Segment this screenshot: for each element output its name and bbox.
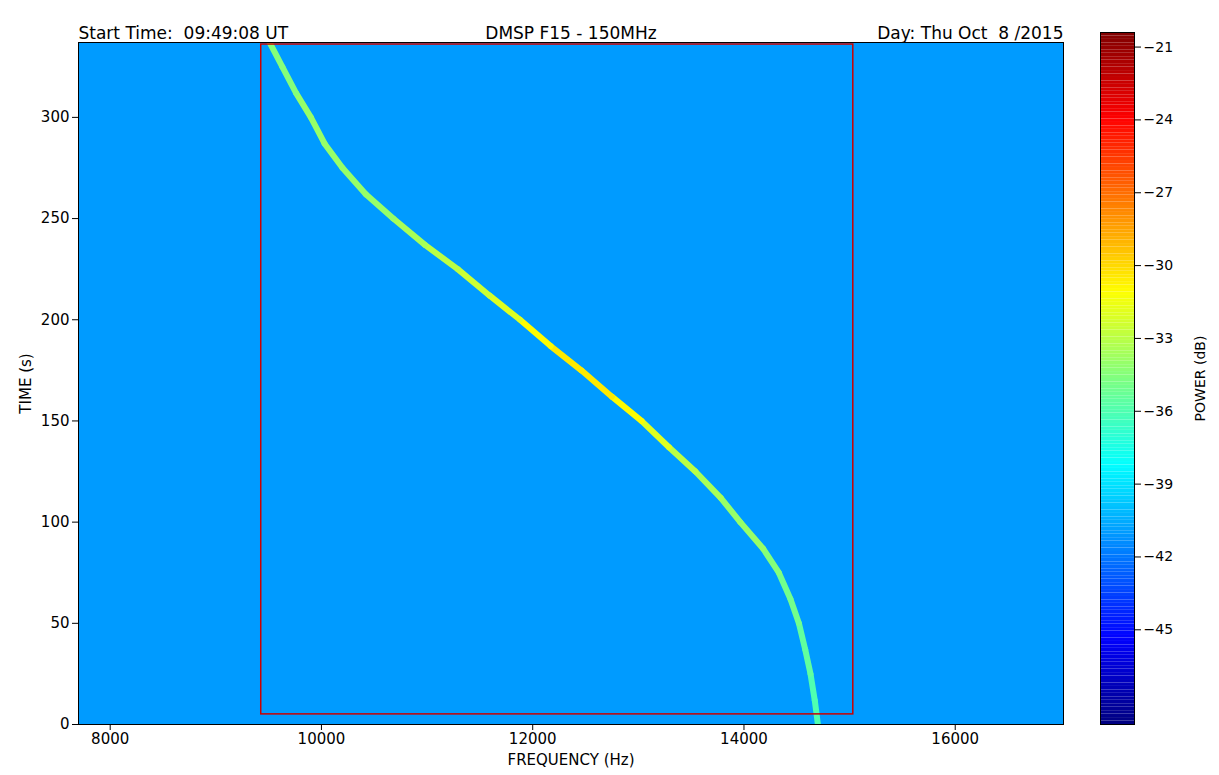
- svg-text:−36: −36: [1144, 403, 1174, 419]
- svg-text:150: 150: [41, 412, 70, 430]
- svg-text:−42: −42: [1144, 548, 1174, 564]
- svg-text:FREQUENCY (Hz): FREQUENCY (Hz): [507, 751, 634, 769]
- svg-text:8000: 8000: [91, 730, 129, 748]
- svg-text:TIME (s): TIME (s): [17, 353, 35, 414]
- svg-text:50: 50: [50, 614, 69, 632]
- svg-text:−45: −45: [1144, 621, 1174, 637]
- svg-text:−39: −39: [1144, 476, 1174, 492]
- svg-text:Day: Thu Oct 8 /2015: Day: Thu Oct 8 /2015: [877, 23, 1063, 43]
- svg-text:200: 200: [41, 311, 70, 329]
- svg-text:−21: −21: [1144, 39, 1174, 55]
- svg-text:300: 300: [41, 108, 70, 126]
- svg-text:16000: 16000: [931, 730, 979, 748]
- svg-text:−27: −27: [1144, 184, 1174, 200]
- svg-text:250: 250: [41, 209, 70, 227]
- svg-text:100: 100: [41, 513, 70, 531]
- svg-text:Start Time: 09:49:08 UT: Start Time: 09:49:08 UT: [79, 23, 289, 43]
- svg-text:−30: −30: [1144, 257, 1174, 273]
- svg-text:10000: 10000: [298, 730, 346, 748]
- svg-text:DMSP F15 - 150MHz: DMSP F15 - 150MHz: [485, 23, 656, 43]
- svg-text:−33: −33: [1144, 330, 1174, 346]
- svg-text:−24: −24: [1144, 111, 1174, 127]
- svg-text:14000: 14000: [720, 730, 768, 748]
- svg-text:POWER (dB): POWER (dB): [1192, 336, 1208, 422]
- svg-text:12000: 12000: [509, 730, 557, 748]
- svg-text:0: 0: [60, 715, 70, 733]
